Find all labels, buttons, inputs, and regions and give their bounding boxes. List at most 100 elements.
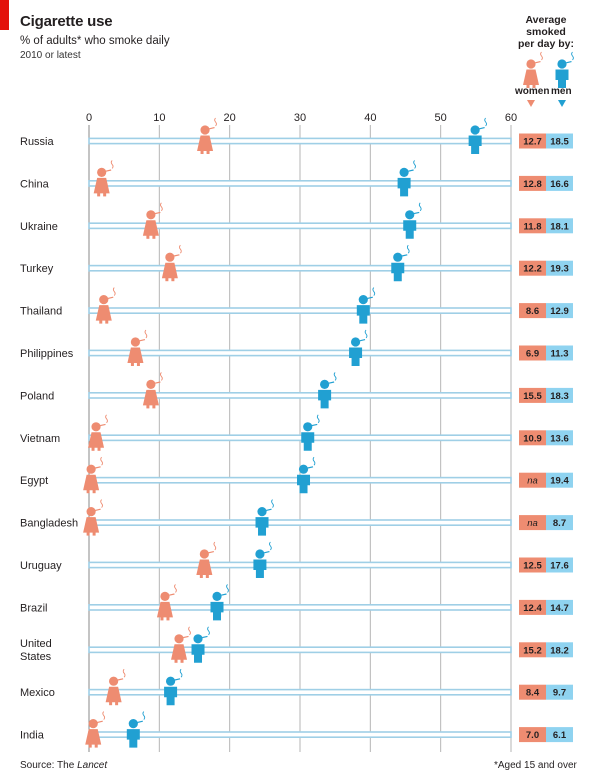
- legend-man-icon-head: [557, 59, 567, 69]
- man-icon-head: [165, 676, 176, 686]
- x-tick-label: 10: [153, 112, 165, 124]
- row-bar: [88, 264, 512, 272]
- man-icon-cigarette: [311, 423, 318, 427]
- man-icon: [301, 414, 320, 451]
- row-bar: [88, 307, 512, 314]
- woman-icon-leg: [166, 616, 170, 621]
- man-icon: [403, 202, 422, 239]
- avg-men-value: 12.9: [550, 306, 569, 317]
- woman-icon-leg: [165, 277, 169, 282]
- average-panel-heading: Average smoked per day by:: [509, 14, 583, 50]
- woman-icon-leg: [171, 277, 175, 282]
- avg-women-cell: [519, 303, 546, 319]
- woman-icon-head: [165, 252, 175, 262]
- man-icon-head: [405, 210, 415, 220]
- avg-men-cell: [546, 218, 573, 234]
- man-icon-head: [350, 337, 361, 347]
- man-icon-body: [210, 601, 224, 621]
- woman-icon-body: [142, 389, 159, 406]
- man-icon-cigarette: [263, 551, 270, 554]
- row-bar: [88, 688, 512, 696]
- avg-men-cell: [546, 260, 573, 276]
- man-icon-head: [470, 125, 480, 135]
- man-icon-smoke: [226, 584, 229, 593]
- woman-icon-body: [105, 686, 122, 703]
- man-icon-smoke: [312, 456, 316, 466]
- legend-woman-icon-body: [523, 69, 539, 85]
- woman-icon-cigarette: [154, 381, 161, 384]
- man-icon-cigarette: [408, 169, 414, 172]
- man-icon-body: [391, 262, 405, 282]
- row-bar: [88, 391, 512, 399]
- man-icon-smoke: [372, 287, 376, 296]
- avg-women-value: 11.8: [524, 221, 542, 232]
- woman-icon-cigarette: [183, 635, 189, 639]
- woman-icon-leg: [146, 404, 150, 409]
- avg-women-value: na: [527, 518, 538, 529]
- woman-icon: [171, 626, 191, 663]
- country-label-line: Uruguay: [20, 560, 62, 572]
- man-icon: [391, 244, 410, 282]
- woman-icon-body: [156, 601, 173, 618]
- woman-icon-cigarette: [154, 211, 161, 215]
- avg-men-value: 13.6: [550, 433, 569, 444]
- avg-men-cell: [546, 642, 573, 658]
- man-icon-head: [255, 549, 265, 559]
- man-icon-body: [164, 686, 178, 706]
- man-icon-body: [403, 220, 417, 239]
- country-label-line: Poland: [20, 390, 54, 402]
- man-icon-cigarette: [401, 254, 408, 257]
- woman-icon-smoke: [100, 456, 103, 466]
- woman-icon: [197, 117, 217, 154]
- avg-women-cell: [519, 133, 546, 149]
- avg-men-cell: [546, 557, 573, 573]
- chart-subtitle: % of adults* who smoke daily: [20, 35, 170, 47]
- woman-icon-head: [99, 295, 109, 305]
- avg-men-cell: [546, 133, 573, 149]
- legend-woman-icon-head: [526, 59, 536, 69]
- row-bar: [88, 180, 512, 187]
- man-icon: [468, 117, 487, 154]
- man-icon: [297, 456, 316, 494]
- man-icon-smoke: [271, 499, 274, 508]
- avg-women-value: 7.0: [526, 730, 539, 741]
- woman-icon: [83, 499, 103, 536]
- country-label-line: China: [20, 178, 50, 190]
- country-label: Philippines: [20, 348, 74, 360]
- woman-icon-leg: [152, 235, 156, 239]
- woman-icon-head: [130, 337, 141, 347]
- legend-woman-icon-cigarette: [535, 61, 541, 64]
- country-label: China: [20, 178, 50, 190]
- man-icon: [349, 329, 368, 366]
- avg-men-value: 11.3: [551, 349, 569, 360]
- brand-tab: [0, 0, 9, 30]
- avg-men-cell: [546, 175, 573, 191]
- woman-icon: [142, 372, 163, 409]
- avg-women-value: 12.2: [523, 264, 542, 275]
- man-icon: [397, 160, 416, 197]
- man-icon-cigarette: [328, 381, 335, 384]
- man-icon-smoke: [364, 329, 368, 339]
- x-tick-label: 0: [86, 112, 92, 124]
- woman-icon-smoke: [144, 329, 148, 339]
- avg-women-cell: [519, 727, 546, 743]
- legend-men-label: men: [551, 86, 572, 97]
- woman-icon-leg: [88, 744, 92, 748]
- woman-icon-leg: [105, 320, 109, 324]
- legend-woman-icon-smoke: [540, 51, 543, 61]
- man-icon-body: [349, 347, 363, 366]
- woman-icon-leg: [174, 659, 178, 663]
- country-label: Mexico: [20, 687, 55, 699]
- avg-women-cell: [519, 387, 546, 403]
- woman-icon-body: [85, 729, 102, 745]
- avg-men-cell: [546, 303, 573, 319]
- row-bar: [88, 349, 512, 357]
- woman-icon-head: [97, 167, 107, 177]
- avg-men-value: 17.6: [550, 561, 569, 572]
- woman-icon: [156, 584, 177, 621]
- country-label: Turkey: [20, 263, 54, 275]
- woman-icon-head: [88, 719, 98, 729]
- man-icon-cigarette: [479, 127, 485, 130]
- man-icon: [253, 541, 272, 578]
- average-heading-line: per day by:: [517, 38, 575, 50]
